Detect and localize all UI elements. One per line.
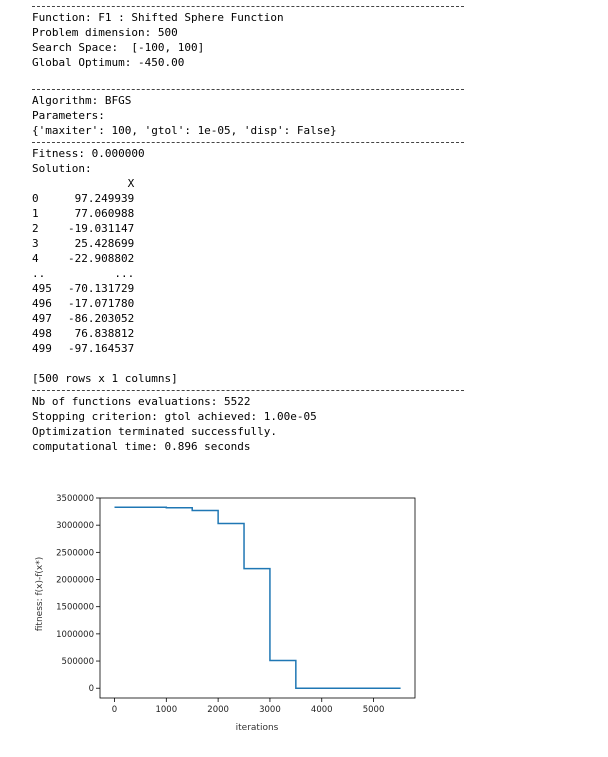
- table-shape-line: [500 rows x 1 columns]: [32, 372, 178, 385]
- row-value: -86.203052: [68, 312, 135, 325]
- x-tick-label: 0: [112, 705, 117, 715]
- stopping-criterion-line: Stopping criterion: gtol achieved: 1.00e…: [32, 410, 317, 423]
- row-value: 97.249939: [74, 192, 135, 205]
- y-tick-label: 3000000: [56, 521, 94, 531]
- table-row-ellipsis: .....: [32, 266, 134, 281]
- row-value: -22.908802: [68, 252, 135, 265]
- parameters-value: {'maxiter': 100, 'gtol': 1e-05, 'disp': …: [32, 124, 337, 137]
- separator: [32, 6, 464, 7]
- table-row: 4 -22.908802: [32, 251, 134, 266]
- evaluations-line: Nb of functions evaluations: 5522: [32, 395, 251, 408]
- x-tick-label: 3000: [259, 705, 281, 715]
- separator: [32, 89, 464, 90]
- row-value: -97.164537: [68, 342, 135, 355]
- table-row: 496 -17.071780: [32, 296, 134, 311]
- x-tick-label: 5000: [363, 705, 385, 715]
- table-row: 495 -70.131729: [32, 281, 134, 296]
- table-header-row: X: [32, 176, 135, 191]
- row-index: 496: [32, 297, 52, 310]
- function-line: Function: F1 : Shifted Sphere Function: [32, 11, 284, 24]
- fitness-series-line: [114, 506, 401, 689]
- plot-frame: [99, 497, 416, 699]
- table-row: 2 -19.031147: [32, 221, 134, 236]
- y-tick-label: 2000000: [56, 576, 94, 586]
- row-index: 499: [32, 342, 52, 355]
- global-optimum-line: Global Optimum: -450.00: [32, 56, 185, 69]
- table-row: 3 25.428699: [32, 236, 134, 251]
- table-row: 498 76.838812: [32, 326, 134, 341]
- y-tick-label: 3500000: [56, 494, 94, 504]
- row-index: 497: [32, 312, 52, 325]
- solution-label: Solution:: [32, 162, 92, 175]
- x-tick-label: 4000: [311, 705, 333, 715]
- search-space-line: Search Space: [-100, 100]: [32, 41, 205, 54]
- convergence-chart: fitness: f(x)-f(x*) iterations 0 1000 2000…: [30, 488, 430, 738]
- row-value: ...: [114, 267, 135, 280]
- table-row: 497 -86.203052: [32, 311, 134, 326]
- row-index: 498: [32, 327, 52, 340]
- dimension-line: Problem dimension: 500: [32, 26, 178, 39]
- row-index: 1: [32, 207, 39, 220]
- row-value: -19.031147: [68, 222, 135, 235]
- separator: [32, 142, 464, 143]
- row-value: 25.428699: [74, 237, 135, 250]
- row-value: 76.838812: [74, 327, 135, 340]
- parameters-label: Parameters:: [32, 109, 105, 122]
- y-tick-label: 1500000: [56, 603, 94, 613]
- computational-time-line: computational time: 0.896 seconds: [32, 440, 251, 453]
- row-index: 4: [32, 252, 39, 265]
- x-axis-label: iterations: [236, 723, 279, 733]
- solution-table: X 0 97.249939 1 77.060988 2 -19.031147 3 25.…: [32, 176, 134, 356]
- separator: [32, 390, 464, 391]
- table-row: 1 77.060988: [32, 206, 134, 221]
- table-row: 0 97.249939: [32, 191, 134, 206]
- x-tick-label: 2000: [207, 705, 229, 715]
- column-header-x: X: [127, 177, 135, 190]
- fitness-line: Fitness: 0.000000: [32, 147, 145, 160]
- row-value: -17.071780: [68, 297, 135, 310]
- y-tick-label: 1000000: [56, 630, 94, 640]
- x-tick-label: 1000: [155, 705, 177, 715]
- row-index: 2: [32, 222, 39, 235]
- status-line: Optimization terminated successfully.: [32, 425, 278, 438]
- row-index: ..: [32, 267, 46, 280]
- algorithm-line: Algorithm: BFGS: [32, 94, 132, 107]
- row-value: -70.131729: [68, 282, 135, 295]
- y-tick-label: 500000: [62, 657, 94, 667]
- y-axis-label: fitness: f(x)-f(x*): [35, 557, 45, 632]
- y-tick-label: 0: [89, 684, 94, 694]
- row-index: 0: [32, 192, 39, 205]
- table-row: 499 -97.164537: [32, 341, 134, 356]
- row-value: 77.060988: [74, 207, 135, 220]
- console-output: Function: F1 : Shifted Sphere Function P…: [32, 0, 472, 454]
- row-index: 495: [32, 282, 52, 295]
- chart-svg: fitness: f(x)-f(x*) iterations 0 1000 2000…: [35, 494, 416, 733]
- row-index: 3: [32, 237, 39, 250]
- y-tick-label: 2500000: [56, 548, 94, 558]
